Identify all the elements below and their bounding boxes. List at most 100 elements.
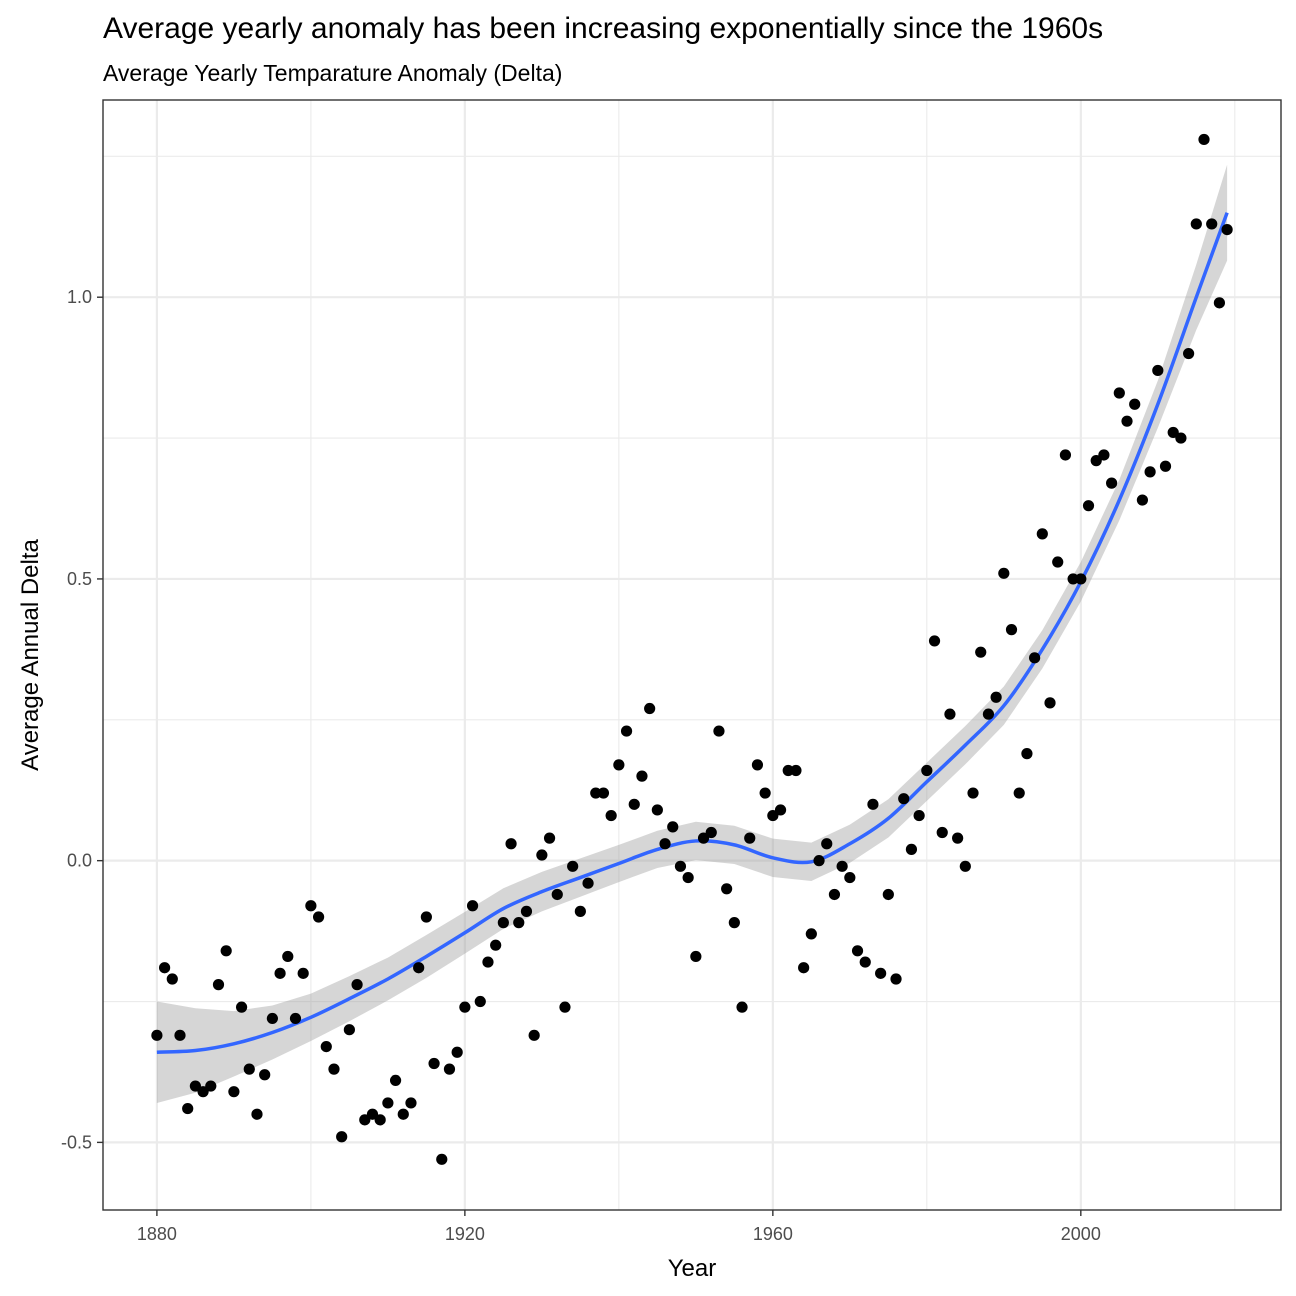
data-point [1159,460,1172,472]
data-point [1075,573,1087,585]
data-point [690,950,702,963]
x-tick-label: 1920 [445,1224,485,1244]
data-point [336,1131,348,1143]
data-point [1190,218,1202,230]
data-point [805,928,817,940]
data-point [1090,455,1102,467]
data-point [1098,449,1110,461]
y-tick-label: 1.0 [67,287,92,307]
data-point [944,708,956,720]
data-point [590,787,602,799]
data-point [1183,347,1195,360]
data-point [921,764,933,777]
data-point [259,1069,271,1081]
smooth-trend-line [156,212,1229,1054]
data-point [1044,697,1056,709]
panel-border [102,99,1282,1211]
data-point [220,945,232,957]
data-point [798,962,810,974]
data-point [1052,556,1064,568]
data-point [1129,398,1141,410]
chart-subtitle: Average Yearly Temparature Anomaly (Delt… [103,60,563,86]
chart-title: Average yearly anomaly has been increasi… [103,12,1104,45]
x-tick-label: 1880 [137,1224,177,1244]
data-point [836,860,848,872]
data-point [905,843,918,855]
data-point [597,787,610,799]
data-points [151,133,1233,1165]
data-point [1121,415,1133,427]
data-point [1198,133,1210,146]
data-point [867,798,879,810]
data-point [890,973,902,985]
data-point [774,804,787,816]
data-point [759,787,771,799]
data-point [1136,494,1149,506]
data-point [251,1108,263,1120]
y-tick-label: -0.5 [61,1132,92,1152]
data-point [274,967,286,979]
data-point [474,995,486,1008]
data-point [975,646,987,658]
data-point [189,1080,201,1092]
data-point [721,883,733,895]
data-point [1113,387,1125,399]
data-point [351,979,363,991]
data-point [443,1063,456,1075]
data-point [158,962,171,974]
data-point [982,708,995,720]
data-point [459,1001,471,1013]
data-point [667,821,679,833]
data-point [713,725,725,737]
data-point [967,787,979,799]
data-point [397,1108,409,1120]
data-point [828,888,841,901]
y-axis-title: Average Annual Delta [17,538,44,770]
data-point [490,939,502,951]
data-point [420,911,432,923]
data-point [844,871,856,884]
data-point [543,832,556,844]
data-point [990,691,1002,703]
data-point [952,832,964,844]
data-point [875,967,887,979]
data-point [1005,624,1018,636]
data-point [528,1029,540,1041]
data-point [736,1001,748,1013]
axis-ticks: 1880 1920 1960 2000 -0.5 0.0 0.5 1.0 [61,287,1101,1244]
data-point [305,900,317,912]
data-point [674,860,687,872]
x-axis-title: Year [668,1255,717,1282]
data-point [343,1024,355,1036]
data-point [413,962,425,974]
data-point [751,759,764,771]
data-point [898,793,910,805]
data-point [1082,500,1095,512]
data-point [405,1097,417,1109]
data-point [821,838,833,850]
data-point [767,809,779,822]
data-point [382,1097,394,1109]
data-point [243,1063,255,1075]
data-point [574,905,586,917]
data-point [513,917,525,929]
data-point [428,1057,440,1070]
data-point [359,1114,371,1126]
data-point [320,1040,332,1053]
data-point [790,764,802,777]
data-point [289,1012,302,1025]
data-point [705,826,717,839]
data-point [1021,748,1033,760]
data-point [813,855,825,867]
data-point [859,956,871,968]
data-point [1221,223,1233,236]
x-tick-label: 1960 [753,1224,793,1244]
data-point [282,950,294,963]
grid-minor-lines [103,100,1281,1210]
data-point [582,877,594,889]
data-point [182,1102,194,1115]
data-point [1059,449,1072,461]
data-point [659,838,671,850]
data-point [482,956,494,968]
data-point [551,888,563,901]
